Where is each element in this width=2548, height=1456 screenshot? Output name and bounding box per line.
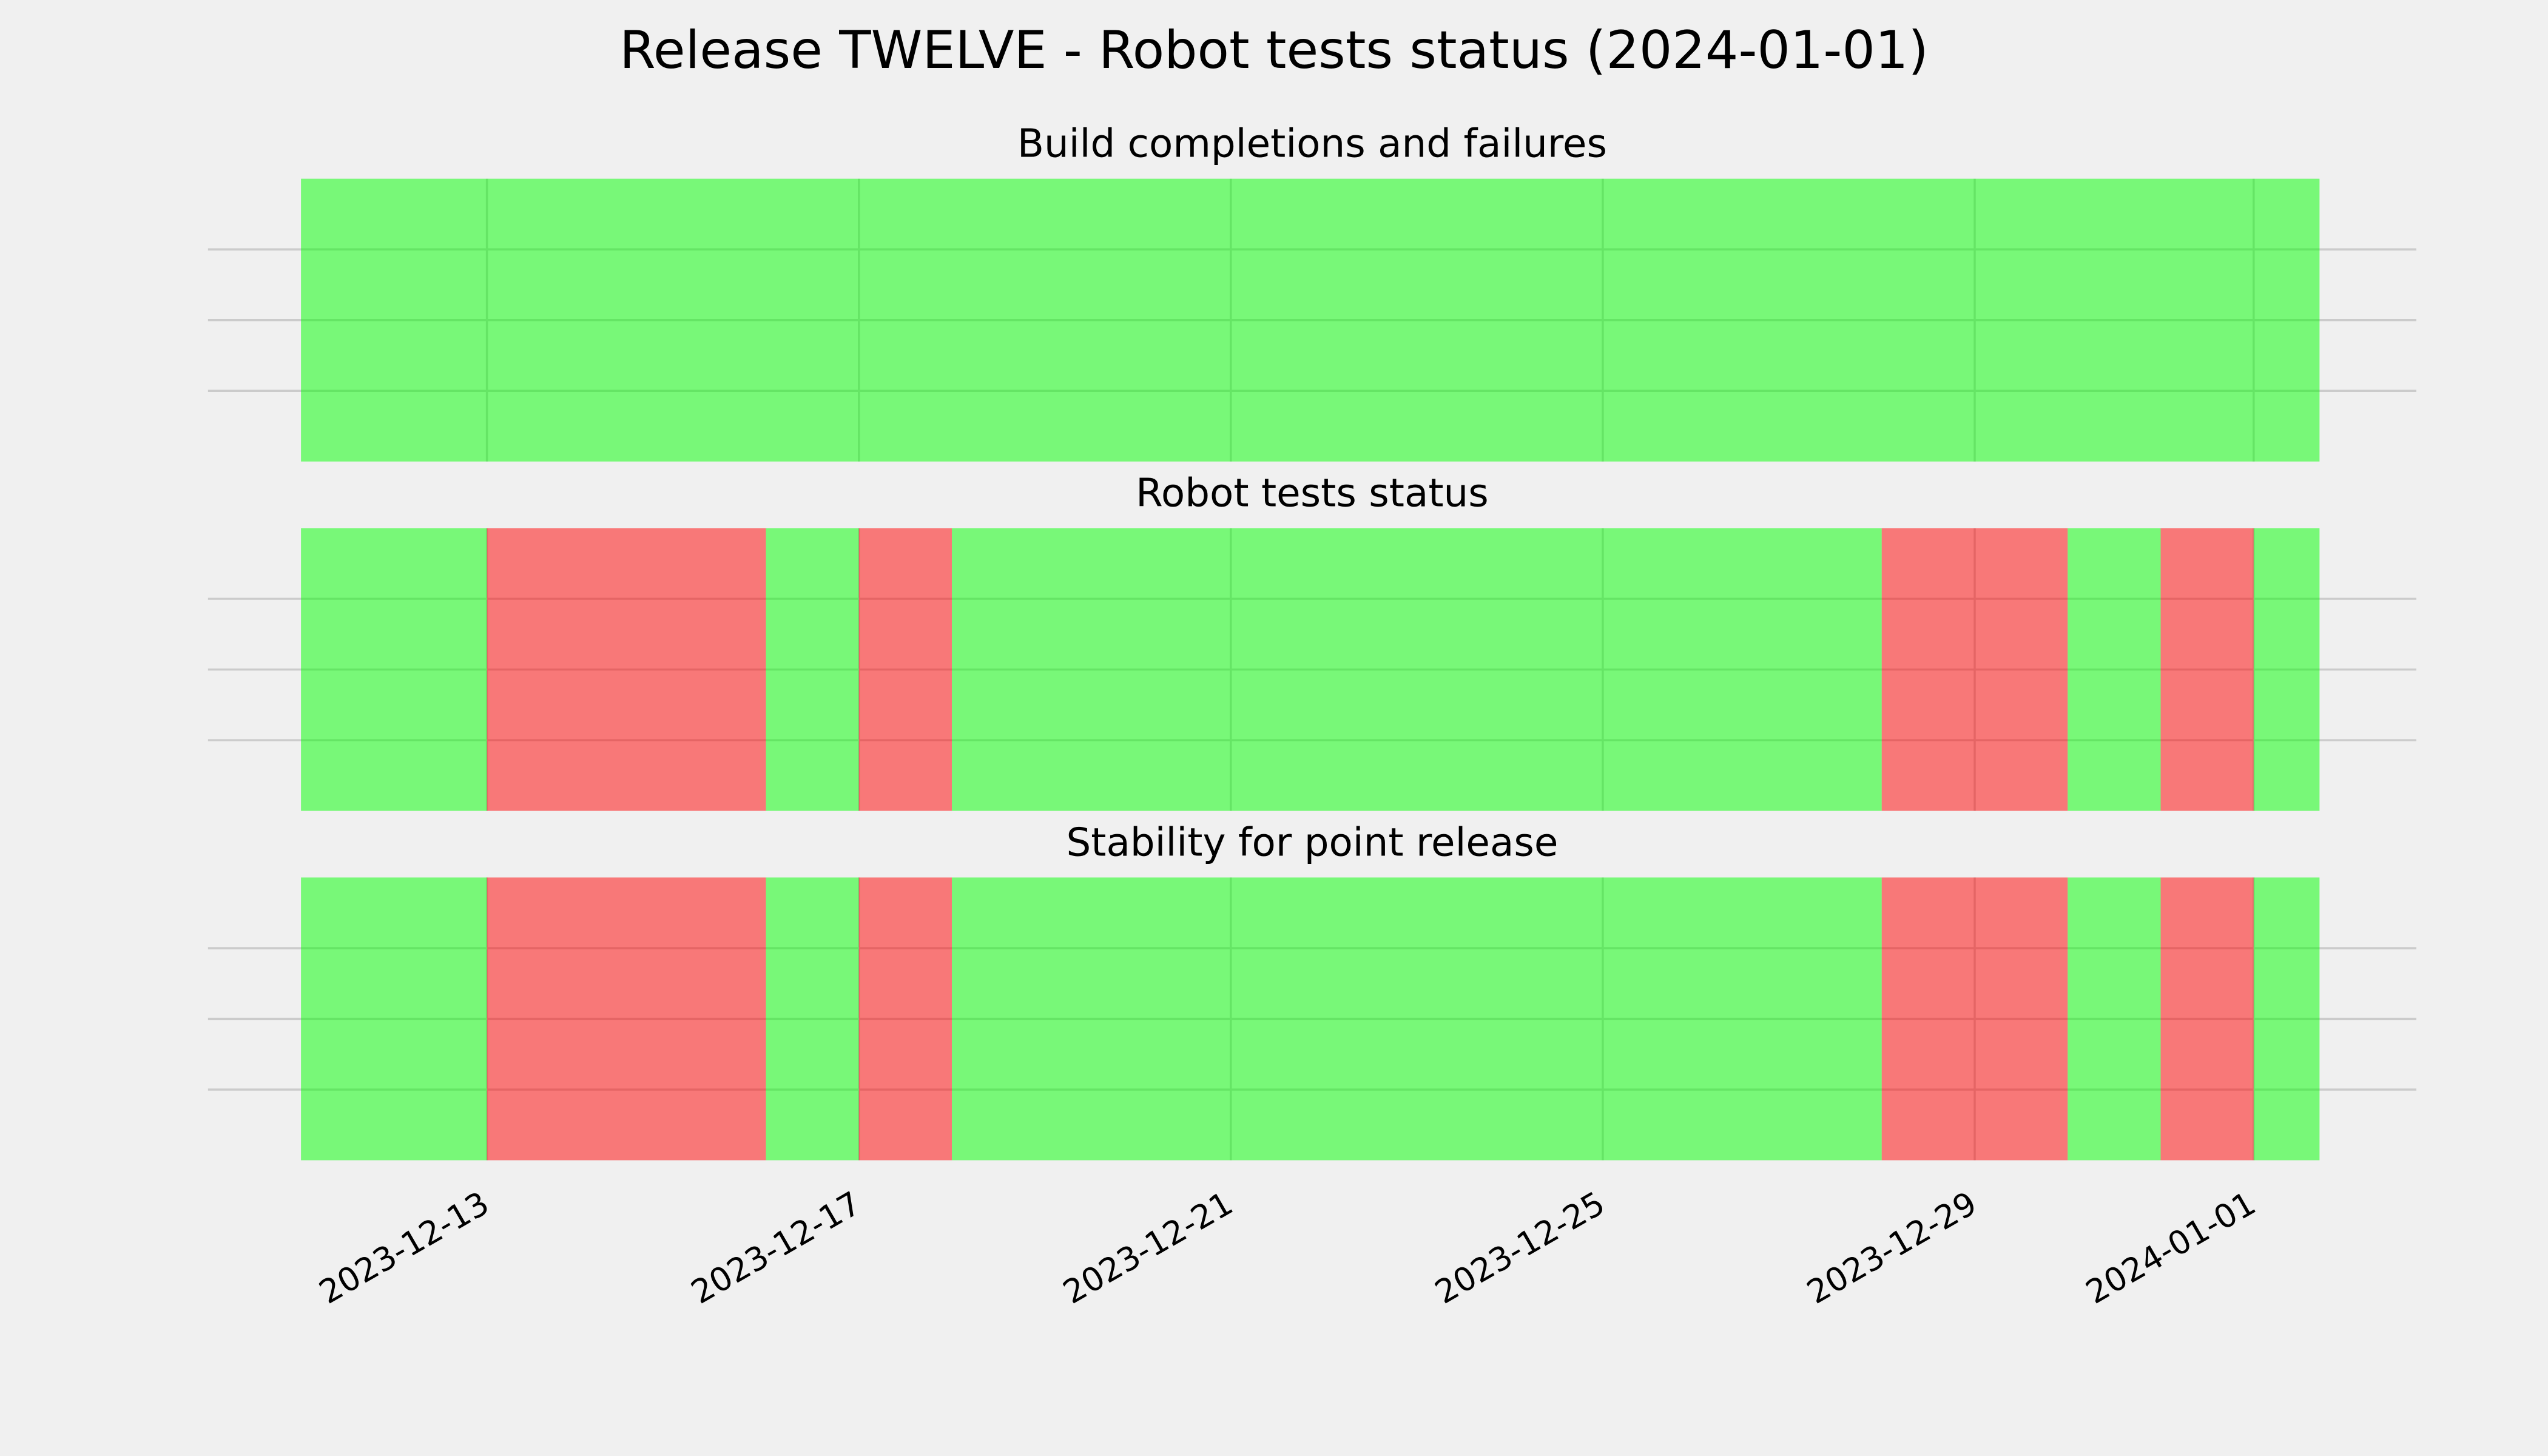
status-span [952, 528, 1882, 811]
status-span [2253, 877, 2320, 1161]
chart-title: Release TWELVE - Robot tests status (202… [619, 20, 1929, 81]
status-span [766, 528, 859, 811]
status-span [1881, 877, 2068, 1161]
panel-title: Build completions and failures [1017, 121, 1607, 167]
status-span [301, 528, 487, 811]
status-span [2160, 528, 2254, 811]
status-span [1881, 528, 2068, 811]
status-span [2253, 528, 2320, 811]
status-span [301, 178, 2320, 462]
status-span [487, 528, 766, 811]
status-span [858, 877, 952, 1161]
status-span [2068, 528, 2161, 811]
panel-title: Robot tests status [1136, 471, 1489, 516]
status-span [2160, 877, 2254, 1161]
status-span [2068, 877, 2161, 1161]
status-span [487, 877, 766, 1161]
status-span [858, 528, 952, 811]
status-span [952, 877, 1882, 1161]
panel-title: Stability for point release [1067, 820, 1559, 865]
status-span [766, 877, 859, 1161]
status-span [301, 877, 487, 1161]
